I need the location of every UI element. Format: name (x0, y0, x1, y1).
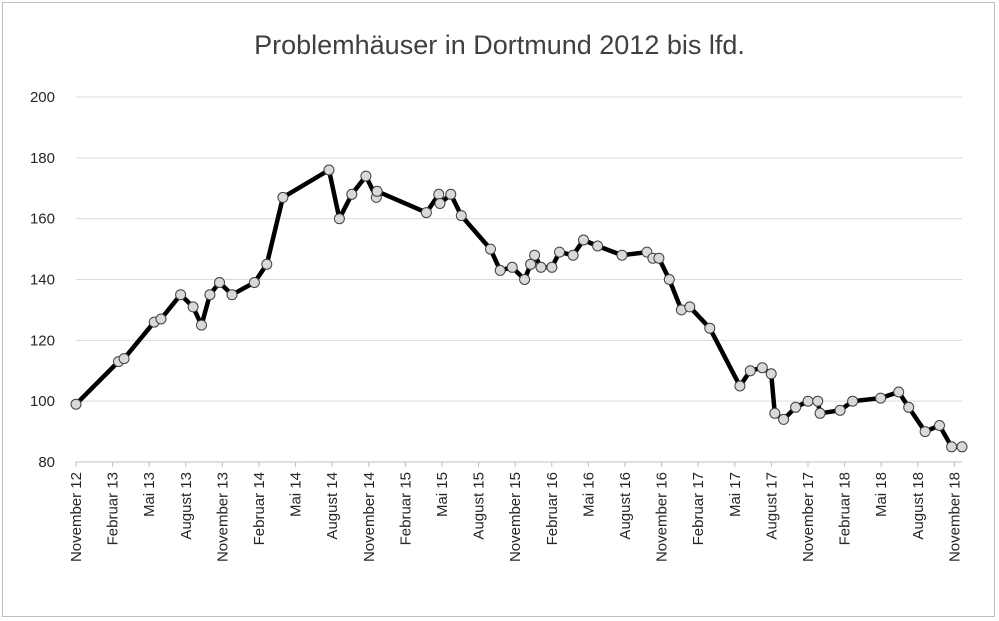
gridlines (76, 96, 962, 463)
data-point (578, 234, 589, 246)
x-tick-label: November 15 (507, 472, 524, 562)
x-tick-label: November 14 (361, 472, 378, 562)
y-tick-label: 120 (30, 332, 55, 349)
data-point (704, 322, 716, 334)
x-tick-label: Februar 16 (544, 472, 561, 545)
data-point (70, 398, 82, 410)
data-point (956, 441, 968, 453)
x-tick-label: Mai 17 (727, 472, 744, 517)
x-tick-label: Mai 13 (141, 472, 158, 517)
data-point (175, 289, 187, 301)
y-tick-label: 100 (30, 393, 55, 410)
data-point (519, 274, 531, 285)
series-layer (70, 164, 968, 453)
x-tick-label: Mai 15 (434, 472, 451, 517)
chart-title: Problemhäuser in Dortmund 2012 bis lfd. (254, 30, 745, 60)
data-point (778, 413, 790, 425)
x-tick-label: August 17 (763, 472, 780, 540)
data-point (903, 401, 915, 413)
data-point (445, 188, 457, 200)
x-tick-label: November 16 (654, 472, 671, 562)
y-tick-label: 180 (30, 150, 55, 167)
data-point (663, 274, 675, 285)
data-point (420, 207, 432, 219)
data-point (196, 319, 207, 331)
data-point (277, 191, 289, 203)
data-point (525, 258, 537, 270)
data-point (226, 289, 238, 301)
x-tick-label: Februar 13 (105, 472, 122, 545)
data-point (814, 407, 826, 419)
data-point (346, 188, 358, 200)
data-point (360, 170, 372, 182)
x-tick-label: Mai 18 (873, 472, 890, 517)
data-point (812, 395, 824, 407)
data-point (323, 164, 335, 176)
data-point (567, 249, 579, 261)
x-tick-label: Februar 15 (397, 472, 414, 545)
data-point (248, 277, 260, 288)
data-point (187, 301, 199, 313)
data-point (653, 252, 665, 264)
data-point (802, 395, 814, 407)
y-tick-label: 160 (30, 211, 55, 228)
x-tick-label: August 13 (178, 472, 195, 540)
x-tick-label: Februar 17 (690, 472, 707, 545)
y-tick-label: 80 (38, 454, 55, 471)
data-point (946, 441, 958, 453)
data-point (875, 392, 887, 404)
data-point (769, 407, 781, 419)
data-point (371, 185, 383, 197)
data-point (592, 240, 604, 252)
data-point (535, 261, 547, 273)
data-point (485, 243, 496, 255)
data-point (214, 277, 225, 288)
data-point (155, 313, 167, 325)
x-tick-label: Mai 14 (288, 472, 305, 517)
x-tick-label: August 14 (324, 472, 341, 540)
series-line (74, 167, 962, 450)
data-point (834, 404, 846, 416)
data-point (494, 264, 506, 276)
data-point (434, 198, 446, 209)
data-point (433, 188, 445, 200)
x-tick-label: November 17 (800, 472, 817, 562)
x-tick-label: November 12 (68, 472, 85, 562)
x-tick-label: August 15 (471, 472, 488, 540)
x-tick-label: August 18 (910, 472, 927, 540)
data-point (934, 420, 945, 431)
data-point (204, 289, 216, 301)
data-point (744, 365, 756, 377)
data-point (893, 386, 905, 398)
data-point (554, 246, 565, 258)
data-point (118, 353, 130, 365)
data-point (734, 380, 746, 392)
data-point (684, 301, 696, 313)
x-axis-tick-labels: November 12 Februar 13 Mai 13 August 13 Nove… (68, 462, 963, 562)
x-tick-label: November 18 (946, 472, 963, 562)
data-point (847, 395, 859, 407)
x-tick-label: Februar 14 (251, 472, 268, 545)
data-point (616, 249, 628, 261)
x-tick-label: August 16 (617, 472, 634, 540)
y-tick-label: 140 (30, 272, 55, 289)
x-tick-label: November 13 (214, 472, 231, 562)
x-tick-label: Februar 18 (837, 472, 854, 545)
y-axis-tick-labels: 80 100 120 140 160 180 200 (30, 89, 55, 471)
data-point (765, 368, 777, 380)
data-point (261, 258, 273, 270)
data-point (506, 261, 518, 273)
data-point (756, 362, 768, 374)
y-tick-label: 200 (30, 89, 55, 106)
data-point (529, 249, 541, 261)
data-point (790, 401, 802, 413)
data-point (546, 261, 558, 273)
data-point (919, 426, 931, 438)
data-point (333, 213, 345, 225)
x-tick-label: Mai 16 (580, 472, 597, 517)
data-point (455, 210, 467, 222)
